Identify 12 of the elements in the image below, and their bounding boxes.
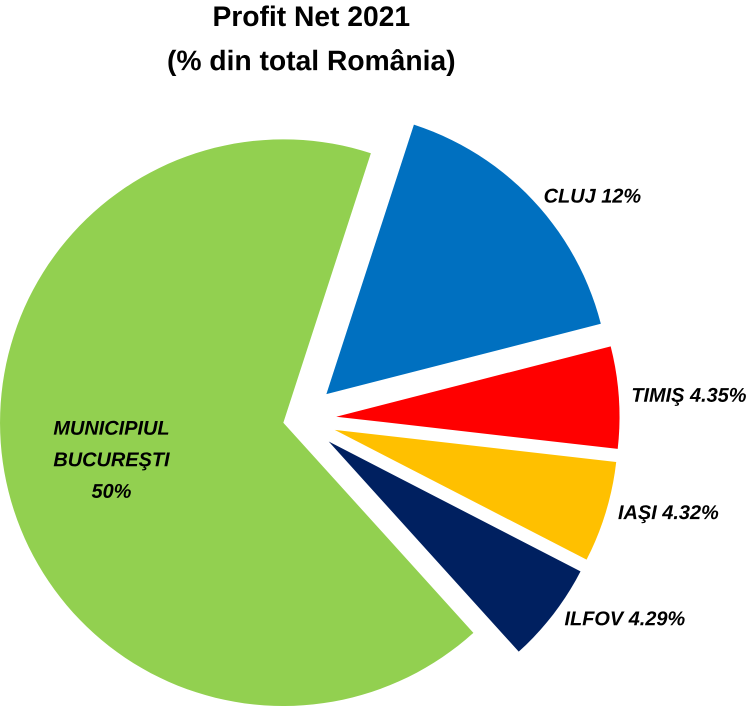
data-label: 50% <box>92 484 131 498</box>
slice-label: ILFOV <box>564 611 625 626</box>
data-label: 4.35% <box>690 388 746 402</box>
slice-label: MUNICIPIUL BUCUREŞTI <box>54 420 170 470</box>
data-label: 4.29% <box>628 611 685 626</box>
chart-title: Profit Net 2021 <box>214 6 410 26</box>
slice-label: TIMIŞ <box>632 388 684 406</box>
chart-subtitle: (% din total România) <box>168 49 454 76</box>
slice-label: IAŞI <box>618 505 658 524</box>
slice-label: CLUJ <box>544 188 596 203</box>
data-label: 4.32% <box>662 505 718 520</box>
data-label: 12% <box>602 188 641 203</box>
